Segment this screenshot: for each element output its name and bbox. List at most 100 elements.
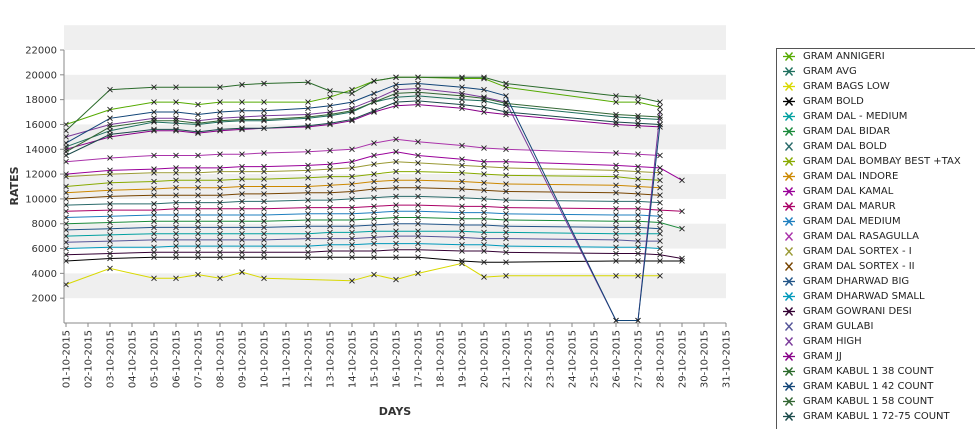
legend-marker-icon: [784, 337, 794, 346]
series-gram-dal-medium: [63, 228, 663, 239]
data-point: [151, 218, 157, 225]
data-point: [657, 177, 663, 184]
data-point: [613, 237, 619, 243]
data-point: [107, 193, 113, 200]
data-point: [239, 212, 245, 218]
series-gram-dal-sortex-ii: [63, 184, 663, 202]
data-point: [239, 230, 245, 237]
data-point: [217, 115, 223, 122]
data-point: [195, 177, 201, 184]
data-point: [459, 203, 465, 210]
data-point: [173, 84, 179, 91]
data-point: [195, 254, 201, 261]
data-point: [195, 170, 201, 176]
legend-item: GRAM DAL INDORE: [777, 169, 975, 184]
data-point: [657, 225, 663, 232]
data-point: [151, 152, 157, 159]
data-point: [107, 179, 113, 186]
data-point: [195, 165, 201, 171]
data-point: [349, 217, 355, 223]
data-point: [217, 224, 223, 231]
data-point: [217, 99, 223, 105]
data-point: [349, 99, 355, 105]
data-point: [107, 121, 113, 128]
data-point: [371, 271, 377, 278]
series-line: [65, 138, 661, 163]
data-point: [327, 204, 333, 211]
data-point: [151, 178, 157, 185]
legend-label: GRAM DAL INDORE: [803, 171, 899, 182]
data-point: [371, 209, 377, 216]
series-line: [65, 171, 661, 187]
data-point: [415, 220, 421, 227]
series-line: [65, 235, 660, 243]
legend-label: GRAM DAL - MEDIUM: [803, 111, 908, 122]
series-line: [65, 223, 661, 231]
data-point: [239, 151, 245, 158]
data-point: [305, 148, 311, 155]
data-point: [371, 248, 377, 254]
legend-label: GRAM DHARWAD BIG: [803, 276, 910, 287]
data-point: [371, 228, 377, 234]
data-point: [613, 212, 619, 218]
data-point: [503, 204, 509, 211]
legend-marker-icon: [784, 262, 794, 271]
x-tick-label: 13-10-2015: [326, 330, 337, 388]
data-point: [459, 162, 465, 169]
data-point: [635, 120, 641, 127]
data-point: [613, 150, 619, 156]
data-point: [107, 155, 113, 161]
legend-item: GRAM GOWRANI DESI: [777, 304, 975, 319]
data-point: [613, 189, 619, 196]
x-axis-title: DAYS: [379, 405, 412, 418]
data-point: [305, 235, 311, 242]
data-point: [635, 273, 641, 279]
data-point: [349, 235, 355, 242]
data-point: [371, 254, 377, 261]
data-point: [349, 158, 355, 165]
x-tick-label: 12-10-2015: [304, 330, 315, 388]
data-point: [305, 105, 311, 112]
series-line: [65, 187, 661, 200]
data-point: [503, 223, 509, 230]
data-point: [657, 121, 663, 128]
legend-label: GRAM BAGS LOW: [803, 81, 890, 92]
legend-marker-icon: [783, 292, 795, 301]
data-point: [217, 117, 223, 124]
data-point: [657, 104, 663, 110]
data-point: [635, 224, 641, 231]
legend-label: GRAM DAL BOMBAY BEST +TAX: [803, 156, 961, 167]
data-point: [613, 317, 619, 324]
data-point: [327, 111, 333, 118]
data-point: [349, 165, 355, 171]
series-line: [65, 161, 661, 178]
data-point: [635, 176, 641, 182]
data-point: [635, 258, 641, 264]
data-point: [371, 178, 377, 185]
data-point: [613, 273, 619, 279]
series-gram-dharwad-small: [63, 240, 663, 252]
data-point: [393, 202, 399, 208]
data-point: [393, 246, 399, 253]
legend: GRAM ANNIGERI GRAM AVG GRAM BAGS LOW GRAM B…: [776, 48, 975, 429]
data-point: [327, 210, 333, 217]
series-gram-dal-medium: [63, 208, 663, 221]
data-point: [173, 120, 179, 127]
series-gram-dal-bidar: [63, 214, 685, 232]
data-point: [327, 254, 333, 261]
legend-item: GRAM GULABI: [777, 319, 975, 334]
data-point: [635, 317, 641, 324]
data-point: [503, 181, 509, 187]
data-point: [305, 249, 311, 256]
x-tick-label: 28-10-2015: [656, 330, 667, 388]
legend-item: GRAM DAL SORTEX - I: [777, 244, 975, 259]
legend-marker-icon: [783, 52, 795, 61]
grid-band: [64, 124, 726, 150]
y-tick-label: 22000: [25, 46, 57, 57]
data-point: [173, 254, 179, 261]
x-axis: 01-10-2015 02-10-2015 03-10-2015 04-10-2015…: [62, 322, 733, 388]
legend-label: GRAM ANNIGERI: [803, 51, 885, 62]
data-point: [415, 89, 421, 96]
data-point: [327, 235, 333, 242]
